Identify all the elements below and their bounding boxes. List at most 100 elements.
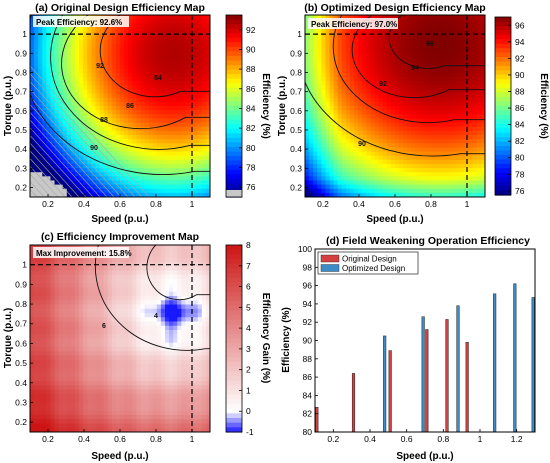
y-tick-label: 0.6	[290, 106, 302, 116]
heatmap-cell	[197, 81, 203, 86]
heatmap-cell	[124, 93, 129, 99]
heatmap-cell	[46, 270, 52, 276]
heatmap-cell	[58, 60, 64, 66]
heatmap-cell	[313, 172, 318, 177]
heatmap-cell	[95, 257, 101, 263]
heatmap-cell	[83, 262, 88, 267]
heatmap-cell	[440, 172, 445, 177]
heatmap-cell	[358, 77, 363, 82]
heatmap-cell	[66, 31, 72, 37]
heatmap-cell	[350, 77, 355, 82]
y-tick-label: 0.8	[15, 67, 27, 77]
heatmap-cell	[46, 35, 52, 41]
heatmap-cell	[386, 85, 392, 91]
colorbar-swatch	[226, 124, 242, 130]
heatmap-cell	[460, 27, 466, 33]
heatmap-cell	[460, 23, 466, 29]
heatmap-cell	[431, 60, 437, 66]
heatmap-cell	[427, 114, 433, 120]
heatmap-cell	[325, 60, 331, 66]
heatmap-cell	[30, 122, 35, 128]
heatmap-cell	[70, 296, 76, 301]
heatmap-cell	[95, 72, 101, 78]
heatmap-cell	[181, 81, 187, 86]
heatmap-cell	[128, 15, 133, 20]
heatmap-cell	[407, 77, 412, 82]
heatmap-cell	[181, 56, 187, 62]
heatmap-cell	[370, 68, 376, 74]
heatmap-cell	[440, 163, 445, 169]
heatmap-cell	[128, 163, 133, 169]
heatmap-cell	[140, 130, 146, 136]
heatmap-cell	[452, 176, 457, 182]
heatmap-cell	[374, 134, 380, 140]
heatmap-cell	[480, 163, 485, 169]
heatmap-cell	[337, 35, 343, 41]
heatmap-cell	[34, 300, 39, 306]
heatmap-cell	[34, 72, 39, 78]
heatmap-cell	[358, 43, 363, 49]
heatmap-cell	[337, 192, 343, 197]
heatmap-cell	[58, 52, 64, 57]
heatmap-cell	[341, 89, 347, 95]
heatmap-cell	[87, 389, 92, 395]
heatmap-cell	[91, 48, 97, 53]
heatmap-cell	[309, 68, 314, 74]
heatmap-cell	[54, 419, 60, 425]
heatmap-cell	[136, 110, 142, 115]
heatmap-cell	[54, 325, 60, 331]
heatmap-cell	[42, 64, 47, 70]
heatmap-cell	[444, 89, 449, 95]
heatmap-cell	[444, 81, 449, 86]
heatmap-cell	[42, 283, 47, 289]
heatmap-cell	[177, 139, 182, 144]
colorbar-tick-label: 92	[515, 53, 525, 63]
heatmap-cell	[354, 68, 359, 74]
heatmap-cell	[399, 122, 404, 128]
heatmap-cell	[50, 427, 56, 432]
heatmap-cell	[472, 188, 478, 194]
heatmap-cell	[472, 101, 478, 107]
heatmap-cell	[58, 342, 64, 348]
heatmap-cell	[46, 287, 52, 293]
heatmap-cell	[354, 184, 359, 190]
heatmap-cell	[419, 101, 425, 107]
heatmap-cell	[50, 77, 56, 82]
heatmap-cell	[79, 393, 84, 399]
heatmap-cell	[66, 351, 72, 357]
heatmap-cell	[354, 39, 359, 45]
heatmap-cell	[169, 134, 174, 140]
heatmap-cell	[152, 35, 158, 41]
heatmap-cell	[66, 257, 72, 263]
heatmap-cell	[464, 114, 470, 120]
heatmap-cell	[99, 313, 105, 318]
heatmap-cell	[87, 118, 92, 124]
heatmap-cell	[99, 130, 105, 136]
heatmap-cell	[354, 81, 359, 86]
heatmap-cell	[75, 110, 80, 115]
heatmap-cell	[75, 372, 80, 378]
heatmap-cell	[173, 72, 178, 78]
heatmap-cell	[87, 376, 92, 382]
heatmap-cell	[46, 27, 52, 33]
heatmap-cell	[38, 296, 43, 301]
heatmap-cell	[456, 48, 462, 53]
colorbar-tick-label: 86	[246, 84, 256, 94]
heatmap-cell	[87, 398, 92, 403]
heatmap-cell	[95, 126, 101, 132]
heatmap-cell	[309, 134, 314, 140]
heatmap-cell	[62, 381, 68, 386]
heatmap-cell	[111, 56, 117, 62]
heatmap-cell	[350, 56, 355, 62]
heatmap-cell	[435, 43, 441, 49]
heatmap-cell	[177, 68, 182, 74]
heatmap-cell	[468, 56, 474, 62]
heatmap-cell	[50, 60, 56, 66]
heatmap-cell	[181, 85, 187, 91]
heatmap-cell	[350, 134, 355, 140]
heatmap-cell	[366, 130, 372, 136]
heatmap-cell	[66, 419, 72, 425]
heatmap-cell	[399, 27, 404, 33]
heatmap-cell	[50, 143, 56, 148]
heatmap-cell	[419, 180, 425, 186]
